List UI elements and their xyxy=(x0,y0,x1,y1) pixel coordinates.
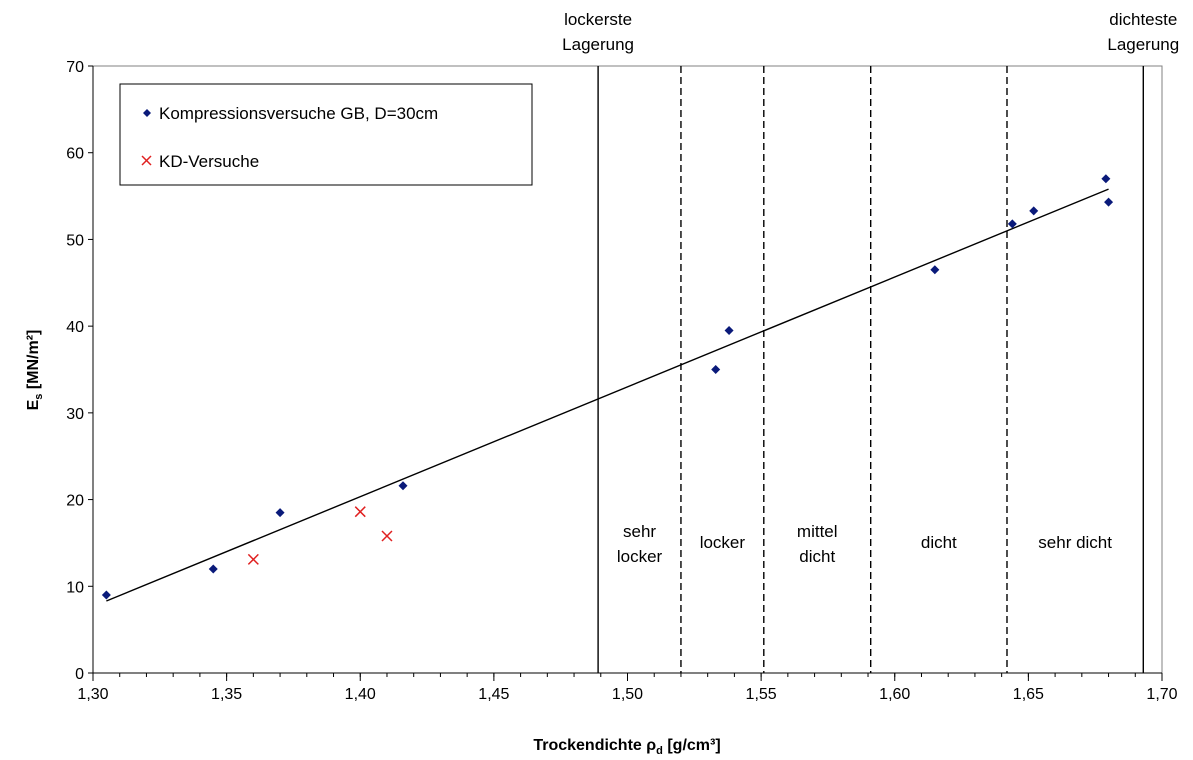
y-tick-label: 40 xyxy=(66,319,84,336)
zone-label: dicht xyxy=(799,547,835,566)
trendline-group xyxy=(106,188,1109,602)
zone-label: locker xyxy=(617,547,663,566)
data-points xyxy=(101,174,1114,600)
y-tick-label: 70 xyxy=(66,59,84,76)
zone-label: locker xyxy=(700,533,746,552)
legend-label-kd-versuche: KD-Versuche xyxy=(159,152,259,171)
point-kd-versuche xyxy=(354,506,366,518)
point-kompressionsversuche xyxy=(930,265,940,275)
boundary-lines: lockerste Lagerung dichteste Lagerung xyxy=(562,10,1179,673)
point-kd-versuche xyxy=(247,553,259,565)
y-tick-label: 0 xyxy=(75,666,84,683)
x-tick-label: 1,45 xyxy=(478,686,509,703)
y-axis-title-sub: s xyxy=(33,394,45,400)
zone-label: dicht xyxy=(921,533,957,552)
zone-label: sehr dicht xyxy=(1038,533,1112,552)
point-kompressionsversuche xyxy=(398,481,408,491)
legend-diamond-icon xyxy=(143,109,151,117)
point-kompressionsversuche xyxy=(275,508,285,518)
x-tick-label: 1,55 xyxy=(746,686,777,703)
legend: Kompressionsversuche GB, D=30cm KD-Versu… xyxy=(119,83,533,186)
trendline xyxy=(106,188,1109,602)
x-axis-title: Trockendichte ρd [g/cm³] xyxy=(533,737,720,757)
legend-label-kompressionsversuche: Kompressionsversuche GB, D=30cm xyxy=(159,104,438,123)
y-axis-title-main: E xyxy=(25,399,42,410)
point-kompressionsversuche xyxy=(1101,174,1111,184)
point-kompressionsversuche xyxy=(1007,219,1017,229)
boundary-label: Lagerung xyxy=(562,35,634,54)
y-tick-label: 30 xyxy=(66,406,84,423)
point-kompressionsversuche xyxy=(711,365,721,374)
y-tick-label: 20 xyxy=(66,493,84,510)
point-kompressionsversuche xyxy=(724,325,734,335)
point-kompressionsversuche xyxy=(1029,206,1039,216)
x-axis-title-main: Trockendichte ρ xyxy=(533,737,656,754)
x-axis-title-unit: [g/cm³] xyxy=(663,737,721,754)
zone-label: mittel xyxy=(797,522,838,541)
legend-box xyxy=(119,83,533,186)
y-tick-label: 10 xyxy=(66,579,84,596)
zone-labels: sehr locker locker mittel dicht dicht sehr dic… xyxy=(617,522,1112,566)
x-tick-label: 1,60 xyxy=(879,686,910,703)
point-kompressionsversuche xyxy=(208,564,218,574)
axes: 0 10 20 30 40 50 60 70 1,30 1,35 1,40 1,45 1,50 1,55 1… xyxy=(66,59,1177,703)
y-axis-title-unit: [MN/m²] xyxy=(25,330,42,394)
x-tick-label: 1,70 xyxy=(1146,686,1177,703)
x-tick-label: 1,65 xyxy=(1013,686,1044,703)
y-axis-title: Es [MN/m²] xyxy=(25,330,45,411)
x-tick-label: 1,30 xyxy=(77,686,108,703)
legend-cross-icon xyxy=(141,155,152,166)
point-kompressionsversuche xyxy=(101,590,111,600)
x-tick-label: 1,50 xyxy=(612,686,643,703)
zone-label: sehr xyxy=(623,522,656,541)
x-tick-label: 1,40 xyxy=(345,686,376,703)
point-kd-versuche xyxy=(381,530,393,542)
boundary-label: dichteste xyxy=(1109,10,1177,29)
boundary-label: Lagerung xyxy=(1107,35,1179,54)
y-tick-label: 50 xyxy=(66,232,84,249)
boundary-label: lockerste xyxy=(564,10,632,29)
y-tick-label: 60 xyxy=(66,146,84,163)
point-kompressionsversuche xyxy=(1104,197,1114,207)
x-tick-label: 1,35 xyxy=(211,686,242,703)
x-axis-title-sub: d xyxy=(656,745,663,757)
